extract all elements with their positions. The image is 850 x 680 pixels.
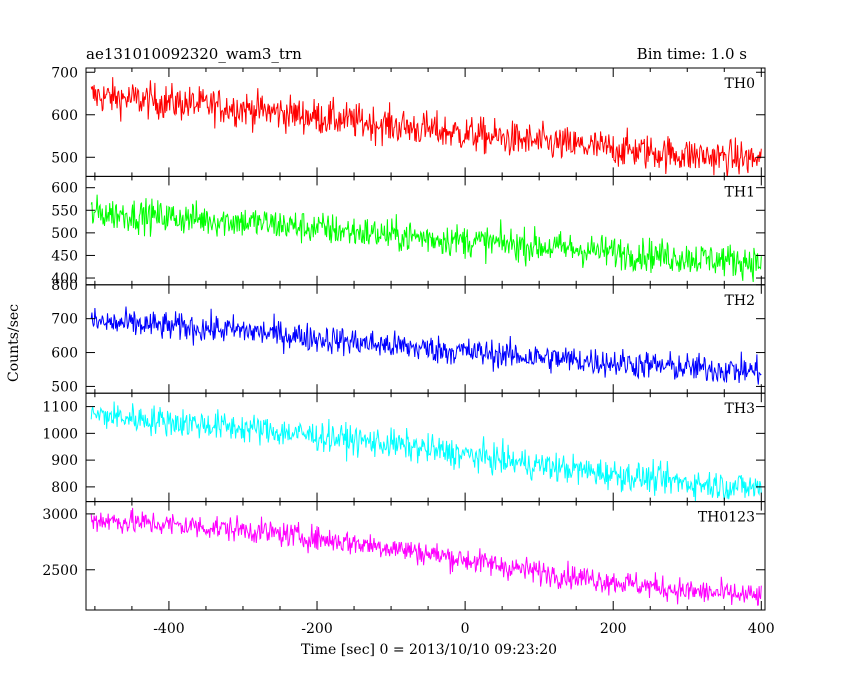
x-tick-label: 0 [461,621,470,637]
y-tick-label: 1100 [42,400,78,416]
y-tick-label: 400 [51,271,78,287]
y-tick-label: 2500 [42,563,78,579]
panel-frame-th1 [85,175,766,286]
panel-label-th2: TH2 [725,293,755,309]
y-tick-label: 900 [51,453,78,469]
x-tick-label: 200 [600,621,627,637]
y-tick-label: 1000 [42,426,78,442]
series-line-th0123 [90,507,762,606]
panel-label-th0: TH0 [725,76,755,92]
x-tick-label: -400 [153,621,184,637]
panels-group: 500 600 700 TH0 400 450 500 550 600 TH1 500 600 700 8… [42,65,774,637]
y-axis-label: Counts/sec [6,304,22,382]
x-tick-label: 400 [748,621,775,637]
panel-label-th1: TH1 [725,184,755,200]
x-tick-label: -200 [301,621,332,637]
panel-frame-th2 [85,284,766,394]
series-line-th1 [90,194,762,283]
y-tick-label: 800 [51,480,78,496]
y-tick-label: 500 [51,226,78,242]
y-tick-label: 550 [51,203,78,219]
y-tick-label: 500 [51,150,78,166]
bin-time-label: Bin time: 1.0 s [637,45,747,63]
series-line-th0 [90,77,762,177]
y-tick-label: 600 [51,181,78,197]
series-line-th3 [90,401,762,502]
y-tick-label: 3000 [42,507,78,523]
y-tick-label: 600 [51,108,78,124]
panel-frame-th3 [85,392,766,503]
panel-label-th0123: TH0123 [698,510,755,526]
chart-title: ae131010092320_wam3_trn [86,45,302,63]
panel-frame-th0 [85,67,766,177]
y-tick-label: 700 [51,65,78,81]
y-tick-label: 800 [51,278,78,294]
panel-label-th3: TH3 [725,401,755,417]
y-tick-label: 500 [51,379,78,395]
y-tick-label: 700 [51,312,78,328]
x-axis-label: Time [sec] 0 = 2013/10/10 09:23:20 [301,642,557,658]
y-tick-label: 600 [51,346,78,362]
y-tick-label: 450 [51,248,78,264]
panel-frame-th0123 [85,501,766,611]
series-line-th2 [90,306,762,385]
